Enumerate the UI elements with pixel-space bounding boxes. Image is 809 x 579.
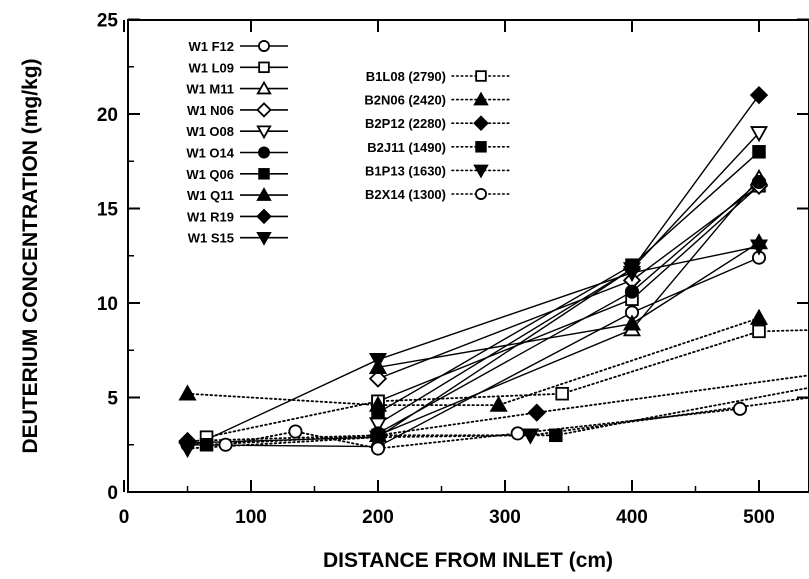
legend-label-4: W1 N06: [187, 103, 234, 118]
legend-label-15: B1P13 (1630): [365, 163, 446, 178]
legend-marker-3: [256, 80, 272, 95]
series-markers: [178, 85, 769, 458]
legend-label-3: W1 M11: [186, 82, 234, 97]
legend-marker-14: [475, 141, 487, 153]
data-point-s15-p3: [521, 428, 540, 445]
x-tick-label-500: 500: [743, 507, 775, 528]
legend-marker-10: [256, 231, 272, 246]
legend-label-7: W1 Q06: [186, 167, 234, 182]
data-point-s14-p1: [199, 437, 214, 452]
series-lines: [186, 94, 809, 450]
legend-label-9: W1 R19: [187, 209, 234, 224]
legend-marker-12: [473, 91, 489, 106]
data-point-s10-p2: [368, 352, 388, 370]
data-point-s12-p4: [749, 308, 769, 325]
x-tick-label-400: 400: [616, 507, 648, 528]
y-tick-label-5: 5: [107, 389, 118, 410]
data-point-s11-p4: [752, 324, 766, 339]
x-tick-label-200: 200: [362, 507, 394, 528]
data-point-s16-p3: [370, 441, 386, 456]
legend-label-11: B1L08 (2790): [366, 69, 446, 84]
y-tick-label-10: 10: [97, 294, 118, 315]
legend-label-16: B2X14 (1300): [365, 187, 446, 202]
legend-marker-11: [475, 70, 487, 82]
legend-label-6: W1 O14: [186, 146, 234, 161]
legend-marker-7: [258, 168, 270, 180]
data-point-s16-p4: [510, 426, 525, 441]
legend-marker-9: [256, 208, 272, 225]
legend-label-5: W1 O08: [186, 124, 234, 139]
series-line-14: [205, 386, 809, 446]
data-point-s10-p3: [622, 266, 642, 283]
data-point-s6-p2: [624, 284, 640, 299]
legend-marker-5: [256, 125, 272, 140]
data-point-s11-p3: [555, 386, 569, 401]
data-point-s9-p4: [749, 85, 769, 105]
series-line-2: [377, 185, 760, 402]
data-point-s14-p3: [549, 428, 563, 443]
data-point-s12-p1: [178, 384, 197, 401]
y-tick-label-20: 20: [97, 105, 118, 126]
x-tick-label-100: 100: [235, 507, 267, 528]
series-line-13: [186, 374, 809, 442]
legend-label-2: W1 L09: [188, 60, 234, 75]
legend-marker-13: [473, 115, 489, 131]
y-tick-label-25: 25: [97, 11, 119, 32]
data-point-s16-p2: [288, 424, 303, 439]
data-point-s12-p2: [368, 395, 388, 412]
data-point-s16-p1: [218, 437, 233, 452]
series-line-16: [224, 407, 741, 450]
data-point-s15-p2: [368, 430, 388, 447]
legend-marker-2: [258, 61, 270, 74]
y-tick-label-15: 15: [97, 200, 119, 221]
legend-marker-16: [475, 188, 487, 200]
legend: W1 F12 W1 L09 W1 M11 W1 N06 W1 O08 W1 O14 W1 Q…: [186, 39, 511, 246]
data-point-s5-p3: [749, 126, 769, 143]
series-line-1: [187, 256, 760, 448]
legend-label-10: W1 S15: [188, 231, 234, 246]
legend-marker-8: [256, 187, 272, 201]
legend-marker-15: [473, 164, 489, 179]
y-axis-title: DEUTERIUM CONCENTRATION (mg/kg): [19, 58, 42, 453]
data-point-s6-p3: [751, 174, 767, 190]
legend-marker-6: [258, 146, 270, 159]
data-point-s12-p3: [489, 395, 508, 412]
data-point-s15-p1: [178, 441, 197, 458]
y-tick-label-0: 0: [107, 483, 118, 504]
legend-label-1: W1 F12: [188, 39, 234, 54]
data-point-s13-p3: [527, 403, 546, 422]
x-tick-label-300: 300: [489, 507, 521, 528]
x-axis-title: DISTANCE FROM INLET (cm): [323, 549, 613, 572]
x-tick-label-0: 0: [119, 507, 130, 528]
data-point-s8-p2: [622, 314, 642, 331]
legend-label-14: B2J11 (1490): [367, 140, 446, 155]
legend-label-8: W1 Q11: [187, 188, 234, 203]
data-point-s16-p5: [732, 401, 747, 416]
data-point-s10-p4: [749, 239, 769, 256]
data-point-s4-p1: [368, 369, 388, 388]
legend-marker-1: [258, 40, 270, 52]
legend-marker-4: [256, 102, 272, 118]
axis-ticks: 01002003004005006000510152025: [97, 11, 809, 528]
series-line-10: [187, 245, 760, 450]
legend-label-13: B2P12 (2280): [365, 116, 446, 131]
data-point-s7-p3: [752, 145, 766, 159]
legend-label-12: B2N06 (2420): [364, 93, 446, 108]
series-line-9: [187, 94, 760, 444]
series-line-12: [186, 317, 760, 407]
